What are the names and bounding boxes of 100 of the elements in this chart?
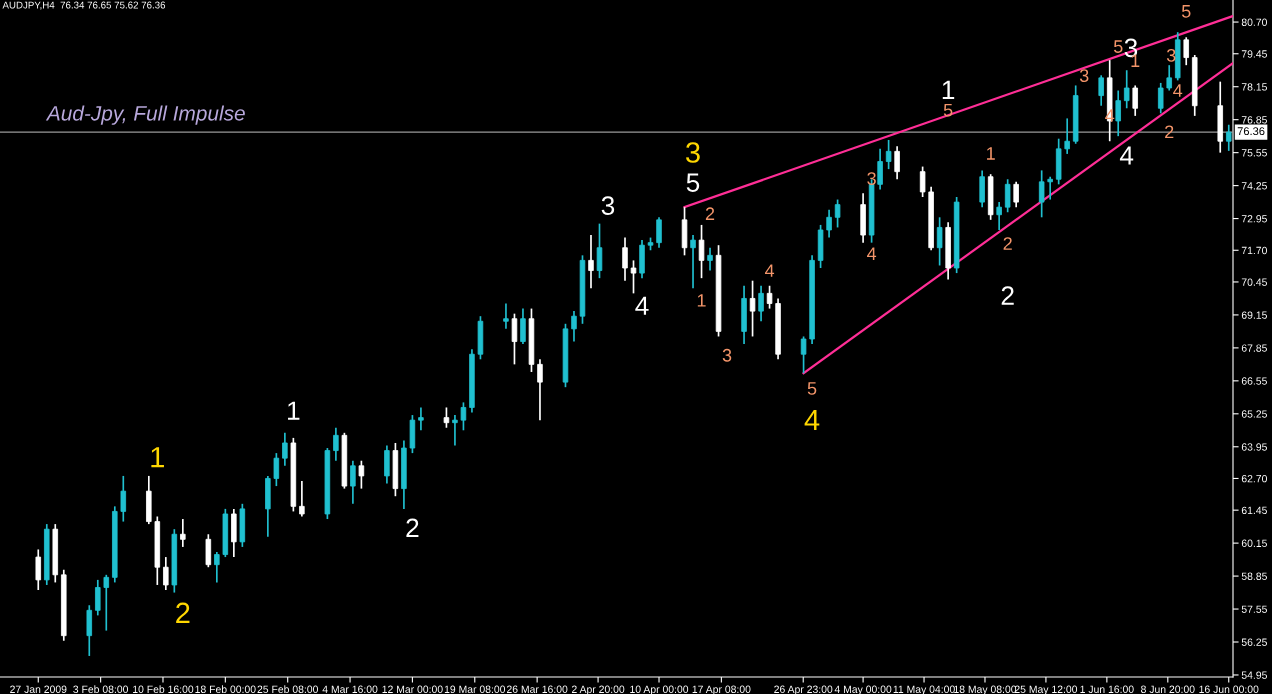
y-tick-label: 57.55 [1241,605,1267,613]
candlestick [418,406,424,432]
candlestick [588,234,594,290]
candlestick [503,302,509,330]
candlestick [1004,178,1011,214]
candlestick [596,222,603,279]
candlestick [936,216,943,267]
annotation: 4 [635,296,649,315]
annotation: 1 [151,447,164,468]
y-tick-label: 56.25 [1241,638,1267,646]
candlestick [800,335,807,375]
candlestick [766,284,773,310]
annotation: 3 [722,348,732,362]
x-tick-label: 10 Feb 16:00 [133,685,194,693]
y-tick-label: 58.85 [1241,572,1267,580]
annotation: 3 [867,172,876,185]
annotation: 4 [1173,84,1183,97]
candlestick [282,431,288,467]
candlestick [707,246,713,272]
annotation: 5 [686,173,700,192]
annotation: 5 [1113,40,1123,53]
annotation: 4 [804,409,820,430]
candlestick [95,579,101,617]
candlestick [1013,180,1019,208]
candlestick [120,475,127,523]
candlestick [630,259,637,295]
annotation: 4 [1119,146,1134,165]
x-tick-label: 25 Feb 08:00 [257,685,318,693]
candlestick [1115,89,1121,137]
candlestick [834,198,841,229]
annotation: 5 [1181,5,1191,18]
y-tick-label: 62.70 [1241,474,1267,483]
candlestick [1132,84,1138,117]
candlestick [690,234,696,290]
annotation: 5 [807,382,817,395]
candlestick [180,518,186,548]
annotation: 1 [942,80,955,99]
x-tick-label: 18 Feb 00:00 [195,685,256,693]
x-tick-label: 4 Mar 16:00 [322,685,378,693]
y-tick-label: 67.85 [1241,344,1267,352]
y-tick-label: 78.15 [1241,83,1267,91]
y-tick-label: 61.45 [1241,506,1267,515]
y-tick-label: 75.55 [1241,149,1267,157]
candlestick [520,307,526,345]
annotation: Aud-Jpy, Full Impulse [45,105,245,125]
annotation: 2 [176,602,190,623]
x-tick-label: 26 Mar 16:00 [506,685,568,693]
y-tick-label: 60.15 [1241,539,1267,547]
y-tick-label: 76.85 [1241,116,1267,124]
annotation: 1 [987,147,995,160]
candlestick [35,548,42,591]
y-tick-label: 70.45 [1241,278,1267,286]
candlestick [103,573,110,632]
y-tick-label: 63.95 [1241,443,1267,451]
candlestick [333,426,339,462]
candlestick [1123,69,1130,110]
candlestick [1038,169,1045,219]
annotation: 1 [697,294,706,307]
candlestick [163,556,169,591]
annotation: 2 [1001,286,1014,305]
candlestick [656,216,662,249]
candlestick [358,459,365,490]
annotation: 3 [1079,69,1089,83]
x-tick-label: 8 Jun 20:00 [1141,685,1195,693]
y-tick-label: 54.95 [1241,671,1267,679]
candlestick [452,414,458,447]
x-tick-label: 19 Mar 08:00 [444,685,506,693]
x-tick-label: 12 Mar 00:00 [382,685,443,693]
candlestick [877,148,883,191]
candlestick [443,406,450,429]
candlestick [749,279,756,338]
annotation: 2 [1003,237,1012,250]
x-tick-label: 3 Feb 08:00 [73,685,129,693]
candlestick [299,480,305,518]
candlestick [1225,123,1232,152]
chart-title: AUDJPY,H4 76.34 76.65 75.62 76.36 [2,1,166,10]
candlestick [622,236,628,282]
candlestick [894,145,900,181]
candlestick [1157,82,1164,115]
y-tick-label: 65.25 [1241,410,1267,418]
annotation: 4 [867,247,877,260]
candlestick [214,551,220,584]
y-tick-label: 69.15 [1241,311,1267,319]
annotation: 2 [406,518,419,537]
x-tick-label: 1 Jun 16:00 [1080,685,1134,693]
candlestick [1183,36,1189,66]
candlestick [537,358,543,421]
y-tick-label: 80.70 [1241,18,1267,26]
annotation: 2 [705,207,715,220]
candlestick [919,165,926,198]
candlestick [826,208,832,239]
candlestick [350,459,356,505]
candlestick [511,312,518,366]
candlestick [460,401,467,432]
candlestick [273,452,280,487]
candlestick [1166,64,1172,92]
candlestick [996,201,1002,231]
ref-line-label: 76.36 [1237,127,1265,136]
y-tick-label: 72.95 [1241,215,1267,223]
annotation: 1 [288,401,300,420]
